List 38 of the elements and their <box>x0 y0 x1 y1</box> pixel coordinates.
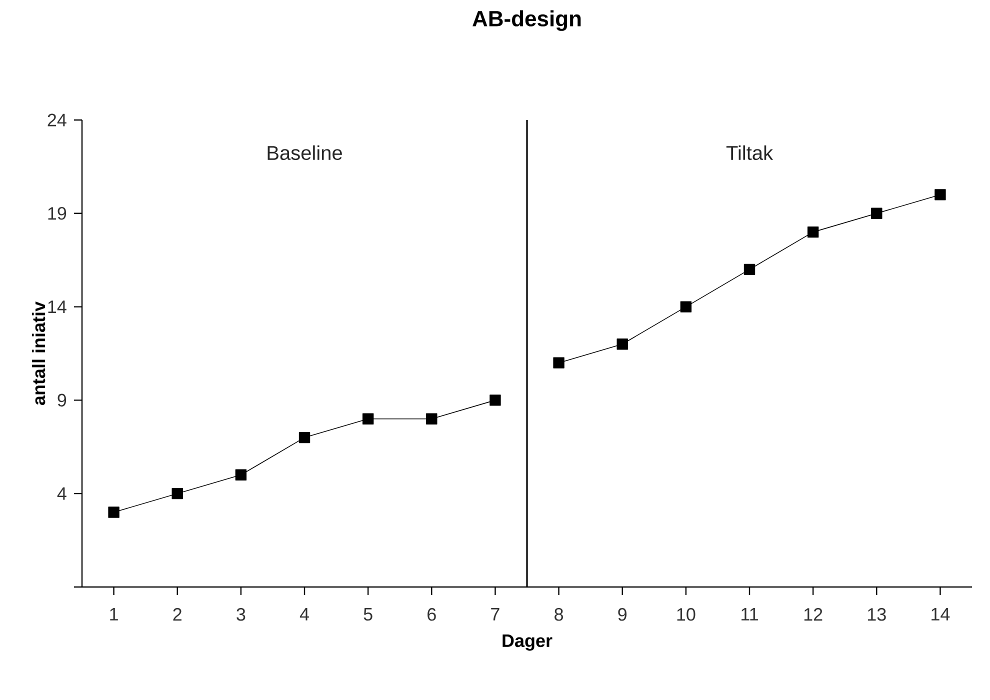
chart-title: AB-design <box>472 10 581 31</box>
x-axis-title: Dager <box>502 634 552 651</box>
point <box>616 338 628 350</box>
annotation: Tiltak <box>726 145 774 160</box>
x-tick-label: 10 <box>677 608 696 621</box>
point <box>172 488 183 500</box>
point <box>426 413 438 424</box>
point <box>553 357 564 368</box>
point <box>108 506 120 518</box>
point <box>871 208 882 219</box>
x-tick-label: 11 <box>742 608 758 620</box>
y-tick-label: 24 <box>48 114 66 126</box>
x-tick-label: 3 <box>236 608 246 621</box>
x-tick-label: 13 <box>868 608 886 621</box>
point <box>235 469 247 481</box>
point <box>807 226 819 238</box>
x-tick-label: 5 <box>364 608 372 621</box>
point <box>362 413 374 424</box>
point <box>298 432 310 444</box>
point <box>680 301 692 312</box>
x-tick-label: 8 <box>554 608 564 621</box>
y-tick-label: 14 <box>48 300 66 313</box>
x-tick-label: 7 <box>491 608 500 620</box>
y-tick-label: 19 <box>48 207 66 220</box>
x-tick-label: 4 <box>300 608 309 620</box>
annotation: Baseline <box>268 145 342 160</box>
point <box>934 189 946 200</box>
x-tick-label: 9 <box>618 608 627 621</box>
x-tick-label: 12 <box>804 608 822 621</box>
x-tick-label: 2 <box>173 608 182 621</box>
y-tick-label: 9 <box>58 394 66 407</box>
x-tick-label: 1 <box>110 608 118 620</box>
x-tick-label: 14 <box>932 608 950 620</box>
y-tick-label: 4 <box>57 487 66 500</box>
point <box>490 394 501 406</box>
point <box>744 264 756 276</box>
x-tick-label: 6 <box>428 608 436 621</box>
y-axis-title: antall iniativ <box>32 302 46 405</box>
